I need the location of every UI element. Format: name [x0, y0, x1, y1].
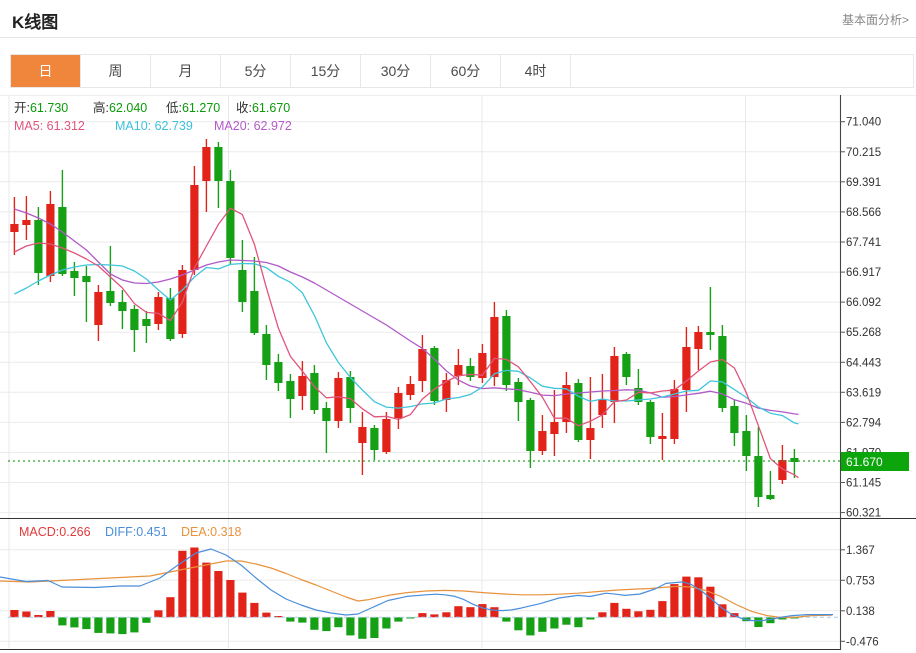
svg-text:收:61.670: 收:61.670	[236, 101, 290, 115]
svg-text:68.566: 68.566	[846, 207, 881, 219]
svg-text:0.138: 0.138	[846, 606, 875, 618]
svg-text:61.145: 61.145	[846, 478, 881, 490]
svg-text:65.268: 65.268	[846, 327, 881, 339]
svg-text:开:61.730: 开:61.730	[14, 101, 68, 115]
svg-text:高:62.040: 高:62.040	[93, 100, 147, 115]
svg-text:61.670: 61.670	[846, 455, 883, 469]
svg-text:MA10: 62.739: MA10: 62.739	[115, 119, 193, 133]
svg-text:1.367: 1.367	[846, 545, 875, 557]
svg-text:66.917: 66.917	[846, 267, 881, 279]
svg-text:63.619: 63.619	[846, 387, 881, 399]
svg-text:DIFF:0.451: DIFF:0.451	[105, 525, 168, 539]
svg-text:MA20: 62.972: MA20: 62.972	[214, 119, 292, 133]
svg-text:MA5: 61.312: MA5: 61.312	[14, 119, 85, 133]
svg-text:69.391: 69.391	[846, 177, 881, 189]
svg-text:66.092: 66.092	[846, 297, 881, 309]
svg-text:64.443: 64.443	[846, 357, 881, 369]
svg-text:MACD:0.266: MACD:0.266	[19, 525, 91, 539]
svg-text:70.215: 70.215	[846, 147, 881, 159]
svg-text:DEA:0.318: DEA:0.318	[181, 525, 242, 539]
svg-text:62.794: 62.794	[846, 417, 882, 429]
svg-text:低:61.270: 低:61.270	[166, 101, 220, 115]
svg-text:-0.476: -0.476	[846, 636, 879, 648]
svg-text:60.321: 60.321	[846, 508, 881, 520]
svg-text:67.741: 67.741	[846, 237, 881, 249]
svg-text:71.040: 71.040	[846, 117, 881, 129]
svg-text:0.753: 0.753	[846, 575, 875, 587]
